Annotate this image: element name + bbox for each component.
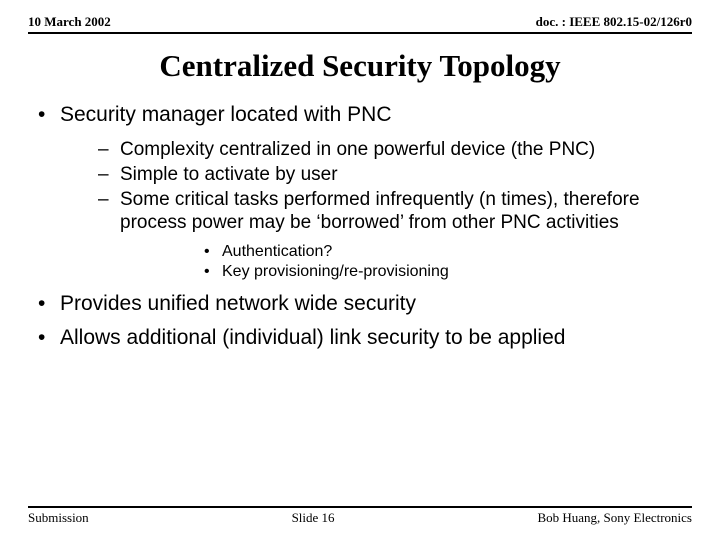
- bullet-l1: Provides unified network wide security: [34, 291, 692, 317]
- footer-block: Submission Slide 16 Bob Huang, Sony Elec…: [28, 506, 692, 526]
- bullet-l2: Complexity centralized in one powerful d…: [60, 138, 692, 161]
- sublist: Complexity centralized in one powerful d…: [60, 138, 692, 282]
- bullet-l1: Allows additional (individual) link secu…: [34, 325, 692, 351]
- slide-title: Centralized Security Topology: [28, 48, 692, 84]
- bullet-l1: Security manager located with PNC Comple…: [34, 102, 692, 281]
- bullet-text: Authentication?: [222, 243, 332, 260]
- header-rule: [28, 32, 692, 34]
- bullet-text: Some critical tasks performed infrequent…: [120, 189, 640, 233]
- bullet-l2: Simple to activate by user: [60, 163, 692, 186]
- footer-center: Slide 16: [292, 510, 335, 526]
- bullet-text: Key provisioning/re-provisioning: [222, 263, 449, 280]
- footer-right: Bob Huang, Sony Electronics: [537, 510, 692, 526]
- bullet-text: Provides unified network wide security: [60, 292, 416, 315]
- bullet-text: Security manager located with PNC: [60, 103, 391, 126]
- slide: 10 March 2002 doc. : IEEE 802.15-02/126r…: [0, 0, 720, 540]
- bullet-l3: Key provisioning/re-provisioning: [120, 262, 692, 282]
- bullet-text: Simple to activate by user: [120, 164, 338, 185]
- footer-rule: [28, 506, 692, 508]
- bullet-l3: Authentication?: [120, 242, 692, 262]
- header-doc: doc. : IEEE 802.15-02/126r0: [536, 14, 692, 30]
- bullet-text: Complexity centralized in one powerful d…: [120, 139, 595, 160]
- header: 10 March 2002 doc. : IEEE 802.15-02/126r…: [28, 14, 692, 30]
- bullet-text: Allows additional (individual) link secu…: [60, 326, 565, 349]
- footer-left: Submission: [28, 510, 89, 526]
- body: Security manager located with PNC Comple…: [28, 102, 692, 351]
- sublist: Authentication? Key provisioning/re-prov…: [120, 242, 692, 281]
- header-date: 10 March 2002: [28, 14, 111, 30]
- footer: Submission Slide 16 Bob Huang, Sony Elec…: [28, 510, 692, 526]
- bullet-l2: Some critical tasks performed infrequent…: [60, 188, 692, 281]
